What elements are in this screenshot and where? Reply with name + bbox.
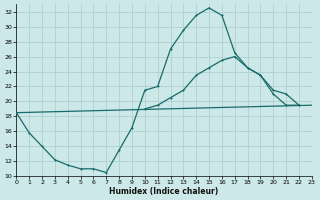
- X-axis label: Humidex (Indice chaleur): Humidex (Indice chaleur): [109, 187, 219, 196]
